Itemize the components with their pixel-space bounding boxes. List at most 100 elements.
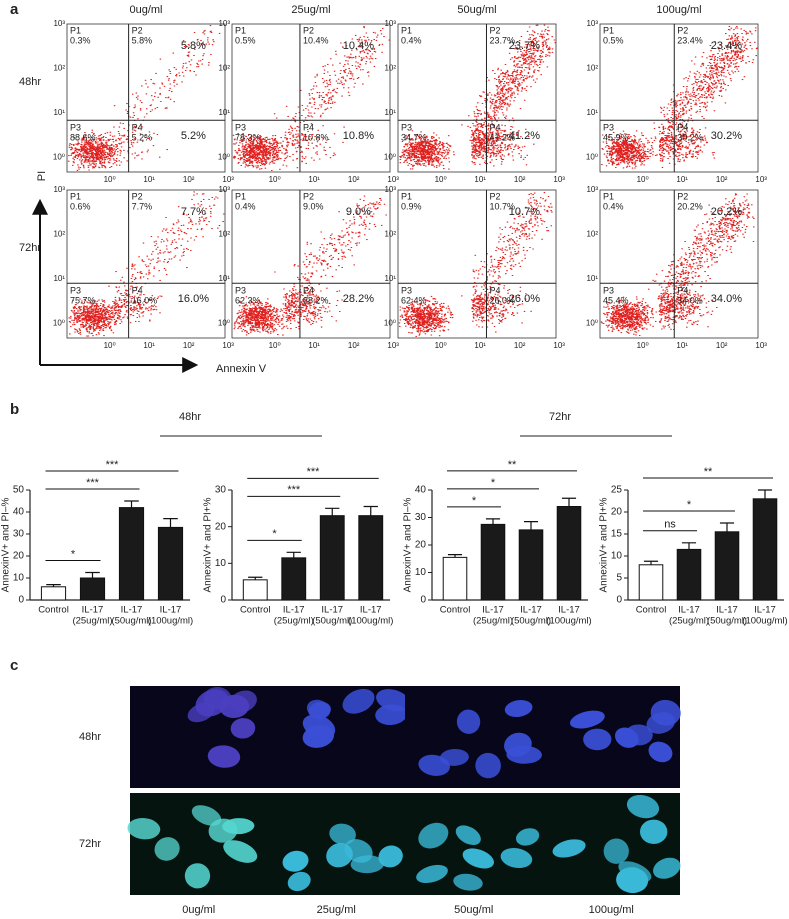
nucleus <box>416 864 448 884</box>
quadrant-name: P4 <box>489 286 500 296</box>
quadrant-name: P2 <box>677 191 688 201</box>
x-tick-label: 10⁰ <box>269 341 281 350</box>
x-tick-label: 10² <box>514 175 526 184</box>
column-header: 0ug/ml <box>129 4 162 16</box>
y-tick-label: 10¹ <box>218 274 230 283</box>
quadrant-percent: 28.2% <box>303 296 329 306</box>
x-tick-label: 10¹ <box>676 341 688 350</box>
nucleus <box>326 842 353 868</box>
quadrant-name: P3 <box>235 123 246 133</box>
x-tick-label: 10⁰ <box>435 175 447 184</box>
nuclei <box>569 699 681 763</box>
error-bar <box>325 507 340 516</box>
x-tick-label: 10² <box>716 175 728 184</box>
group-label: 72hr <box>549 411 571 423</box>
bar <box>638 564 664 601</box>
y-tick-label: 50 <box>13 485 25 496</box>
y-tick-label: 10 <box>215 558 227 569</box>
quadrant-percent: 23.7% <box>489 35 515 45</box>
significance-label: * <box>472 495 477 507</box>
x-tick-label: 10¹ <box>143 175 155 184</box>
nucleus <box>375 704 407 726</box>
nucleus <box>552 839 586 858</box>
category-label: (100ug/ml) <box>348 616 393 627</box>
bar <box>40 586 67 601</box>
category-label: Control <box>38 605 69 616</box>
category-label: (50ug/ml) <box>312 616 352 627</box>
axis-title: PI <box>36 171 48 181</box>
x-tick-label: 10⁰ <box>435 341 447 350</box>
error-bar <box>643 560 659 565</box>
quadrant-name: P4 <box>489 123 500 133</box>
category-label: (50ug/ml) <box>511 616 551 627</box>
bar <box>157 526 184 601</box>
significance-label: * <box>491 477 496 489</box>
nucleus <box>230 718 256 739</box>
x-tick-label: 10³ <box>387 341 399 350</box>
significance-label: * <box>272 528 277 540</box>
nucleus <box>350 855 385 874</box>
quadrant-percent: 75.7% <box>70 296 96 306</box>
x-tick-label: 10³ <box>387 175 399 184</box>
nuclei <box>416 822 540 891</box>
bar <box>480 523 506 601</box>
x-tick-label: 10¹ <box>308 175 320 184</box>
bar <box>752 498 778 601</box>
y-tick-label: 10² <box>53 64 65 73</box>
x-tick-label: 10¹ <box>474 175 486 184</box>
event-cloud <box>601 25 759 169</box>
y-tick-label: 10¹ <box>53 108 65 117</box>
panel-label: a <box>10 1 19 18</box>
error-bar <box>561 497 577 507</box>
x-tick-label: 10³ <box>222 341 234 350</box>
summary-percent: 9.0% <box>346 206 371 218</box>
quadrant-percent: 10.4% <box>303 35 329 45</box>
y-tick-label: 10⁰ <box>218 152 230 161</box>
column-label: 0ug/ml <box>182 904 215 916</box>
summary-percent: 23.7% <box>509 40 540 52</box>
column-label: 25ug/ml <box>317 904 356 916</box>
y-tick-label: 20 <box>611 507 623 518</box>
bar <box>442 556 468 601</box>
quadrant-percent: 30.2% <box>677 133 703 143</box>
y-axis-title: AnnexinV+ and PI–% <box>1 498 12 593</box>
nucleus <box>455 825 481 845</box>
category-label: (25ug/ml) <box>669 616 709 627</box>
quadrant-name: P3 <box>401 123 412 133</box>
x-tick-label: 10¹ <box>143 341 155 350</box>
error-bar <box>485 518 501 525</box>
summary-percent: 16.0% <box>178 293 209 305</box>
event-cloud <box>232 25 391 172</box>
summary-percent: 23.4% <box>711 40 742 52</box>
quadrant-percent: 62.4% <box>401 296 427 306</box>
bar <box>281 557 307 601</box>
y-tick-label: 30 <box>13 529 25 540</box>
quadrant-name: P2 <box>489 191 500 201</box>
quadrant-name: P3 <box>70 286 81 296</box>
quadrant-name: P4 <box>132 286 143 296</box>
nucleus <box>207 745 241 768</box>
x-tick-label: 10³ <box>553 341 565 350</box>
significance-label: *** <box>106 459 120 471</box>
y-tick-label: 10² <box>53 230 65 239</box>
category-label: IL-17 <box>82 605 104 616</box>
summary-percent: 7.7% <box>181 206 206 218</box>
significance-label: ** <box>704 466 713 478</box>
x-tick-label: 10³ <box>553 175 565 184</box>
panel-label: b <box>10 401 19 418</box>
quadrant-name: P1 <box>70 25 81 35</box>
error-bar <box>163 518 178 528</box>
quadrant-percent: 0.4% <box>401 35 422 45</box>
category-label: IL-17 <box>360 605 382 616</box>
error-bar <box>719 522 735 532</box>
quadrant-name: P4 <box>677 123 688 133</box>
nucleus <box>229 690 257 713</box>
y-tick-label: 10¹ <box>586 108 598 117</box>
error-bar <box>447 554 463 558</box>
y-tick-label: 10⁰ <box>384 152 396 161</box>
quadrant-percent: 10.7% <box>489 201 515 211</box>
quadrant-percent: 9.0% <box>303 201 324 211</box>
quadrant-percent: 0.9% <box>401 201 422 211</box>
y-tick-label: 30 <box>415 512 427 523</box>
y-tick-label: 10³ <box>218 19 230 28</box>
